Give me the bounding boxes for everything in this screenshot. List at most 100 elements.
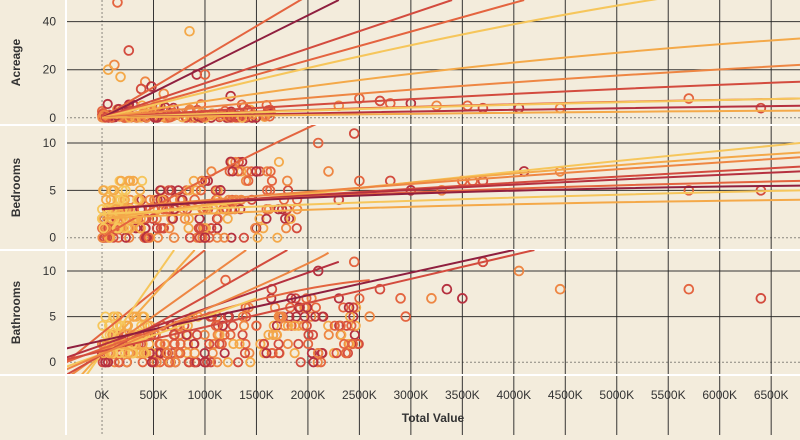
- data-point: [234, 338, 245, 350]
- data-point: [164, 223, 175, 234]
- data-point: [158, 88, 170, 100]
- data-point: [261, 213, 272, 224]
- x-axis-label: Total Value: [402, 411, 465, 425]
- data-point: [212, 357, 223, 368]
- data-point: [120, 185, 131, 196]
- trend-line: [66, 250, 515, 350]
- data-point: [196, 175, 207, 186]
- data-point: [237, 329, 248, 340]
- data-point: [235, 204, 246, 215]
- data-point: [123, 348, 134, 359]
- data-point: [219, 232, 230, 243]
- data-point: [348, 128, 360, 139]
- data-point: [184, 25, 195, 37]
- y-tick-label: 10: [43, 136, 57, 150]
- data-point: [216, 338, 227, 350]
- trend-line: [101, 63, 800, 119]
- data-point: [755, 293, 767, 304]
- trend-line: [101, 0, 453, 119]
- trend-line: [101, 0, 658, 119]
- data-point: [102, 64, 114, 76]
- trend-line: [101, 125, 317, 239]
- x-tick-label: 5500K: [651, 388, 686, 402]
- panel-acreage: [66, 0, 800, 123]
- data-point: [426, 293, 437, 304]
- data-point: [303, 338, 314, 350]
- data-point: [276, 311, 288, 322]
- data-point: [158, 223, 169, 234]
- data-point: [271, 329, 283, 340]
- data-point: [289, 348, 300, 359]
- y-tick-label: 40: [43, 15, 57, 29]
- x-tick-label: 500K: [139, 388, 167, 402]
- y-tick-label: 5: [49, 183, 56, 197]
- data-point: [98, 185, 109, 196]
- data-point: [344, 338, 355, 350]
- data-point: [343, 302, 355, 313]
- data-point: [194, 232, 206, 243]
- x-tick-label: 3000K: [394, 388, 429, 402]
- data-point: [134, 185, 146, 196]
- data-point: [306, 348, 318, 359]
- data-point: [227, 320, 238, 331]
- y-tick-label: 5: [49, 310, 56, 324]
- data-point: [146, 357, 158, 368]
- data-point: [282, 175, 293, 187]
- data-point: [441, 283, 453, 295]
- data-point: [134, 194, 146, 205]
- data-point: [119, 194, 130, 205]
- x-tick-label: 4500K: [548, 388, 583, 402]
- data-point: [683, 93, 695, 104]
- data-point: [251, 320, 262, 331]
- x-tick-label: 5000K: [599, 388, 634, 402]
- data-point: [246, 166, 257, 177]
- data-point: [191, 329, 203, 340]
- data-point: [109, 185, 120, 196]
- data-point: [280, 213, 291, 224]
- data-point: [189, 347, 200, 359]
- data-point: [295, 357, 306, 368]
- data-point: [115, 71, 126, 83]
- data-point: [333, 293, 345, 304]
- y-tick-label: 0: [49, 231, 56, 245]
- data-point: [262, 166, 273, 177]
- data-point: [155, 185, 166, 196]
- data-point: [112, 223, 124, 234]
- data-point: [329, 320, 340, 331]
- data-point: [554, 283, 566, 295]
- data-point: [281, 223, 292, 234]
- data-point: [683, 185, 695, 196]
- data-point: [335, 320, 346, 331]
- data-point: [215, 185, 226, 196]
- data-point: [301, 320, 312, 331]
- data-point: [143, 232, 154, 243]
- data-point: [239, 348, 251, 359]
- data-point: [112, 0, 123, 8]
- data-point: [238, 232, 250, 243]
- data-point: [217, 320, 229, 331]
- data-point: [170, 357, 181, 368]
- data-point: [175, 338, 186, 350]
- data-point: [101, 194, 112, 205]
- data-point: [228, 338, 239, 350]
- data-point: [151, 223, 163, 234]
- trend-line: [101, 198, 800, 220]
- data-point: [128, 175, 139, 186]
- trend-line: [101, 0, 303, 119]
- data-point: [323, 329, 334, 340]
- data-point: [102, 98, 113, 110]
- data-point: [683, 283, 695, 295]
- data-point: [184, 232, 196, 243]
- trend-line: [101, 156, 800, 211]
- x-tick-label: 3500K: [445, 388, 480, 402]
- data-point: [124, 223, 136, 234]
- y-axis-label: Acreage: [9, 39, 23, 87]
- data-point: [199, 356, 211, 368]
- data-point: [245, 357, 256, 368]
- data-point: [199, 223, 210, 234]
- data-point: [258, 338, 269, 350]
- data-point: [210, 185, 221, 196]
- data-point: [354, 175, 365, 187]
- data-point: [205, 357, 217, 368]
